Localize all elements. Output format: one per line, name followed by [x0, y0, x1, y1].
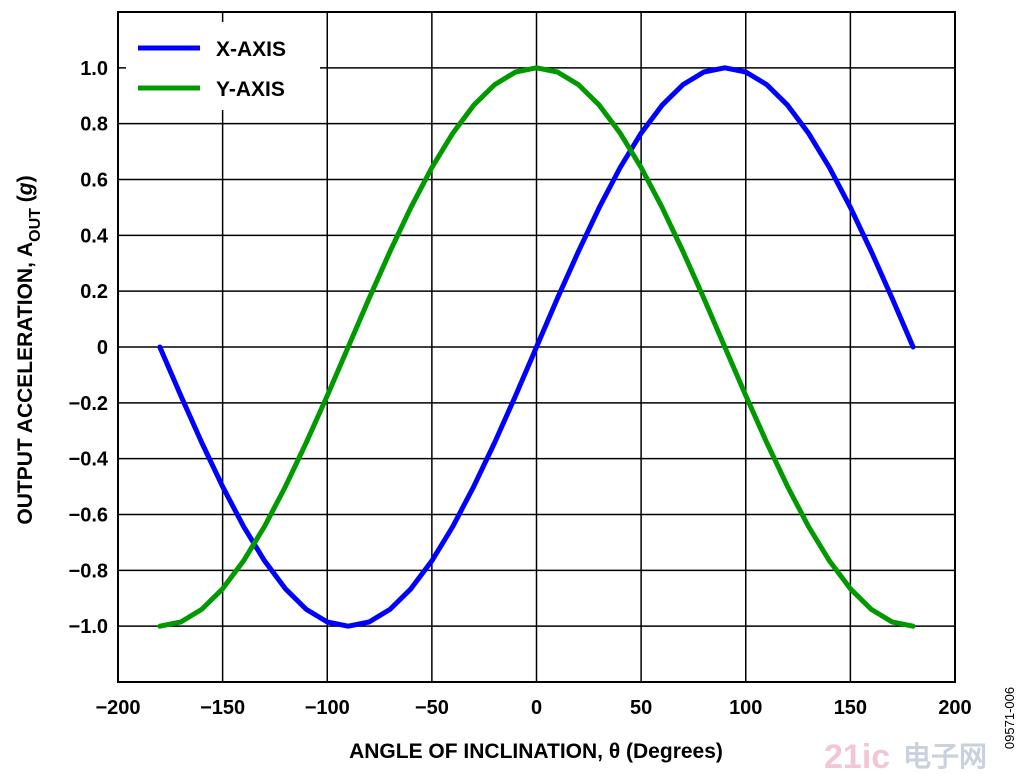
y-tick-label: 0.6	[80, 170, 108, 192]
watermark-number: 21ic	[824, 738, 890, 774]
x-tick-label: 200	[938, 697, 971, 719]
y-tick-label: −0.6	[69, 505, 108, 527]
y-tick-labels: 1.0 0.8 0.6 0.4 0.2 0 −0.2 −0.4 −0.6 −0.8 −1.0	[69, 58, 109, 638]
x-tick-label: −100	[305, 697, 350, 719]
series-group	[157, 65, 916, 629]
x-tick-label: −50	[415, 697, 449, 719]
figure-id: 09571-006	[1002, 687, 1017, 749]
y-tick-label: −0.2	[69, 393, 108, 415]
plot-frame	[117, 11, 956, 683]
watermark-text: 电子网	[903, 741, 987, 772]
y-axis-title-mid: (	[14, 195, 37, 208]
legend-label: Y-AXIS	[216, 78, 285, 101]
legend-label: X-AXIS	[216, 38, 286, 61]
y-tick-label: 0.8	[80, 114, 108, 136]
y-tick-label: 0	[97, 337, 108, 359]
x-tick-label: 150	[834, 697, 867, 719]
y-axis-title-close: )	[14, 175, 37, 182]
y-tick-label: −0.8	[69, 560, 108, 582]
y-tick-label: −0.4	[69, 449, 109, 471]
x-tick-label: 0	[531, 697, 542, 719]
y-tick-label: −1.0	[69, 616, 108, 638]
x-tick-label: 50	[630, 697, 652, 719]
series-line-y-axis	[157, 65, 916, 629]
x-axis-title: ANGLE OF INCLINATION, θ (Degrees)	[349, 740, 723, 763]
y-axis-title-main: OUTPUT ACCELERATION, A	[14, 242, 37, 525]
y-axis-title: OUTPUT ACCELERATION, AOUT (g)	[14, 175, 44, 524]
x-tick-label: −200	[95, 697, 140, 719]
legend-box	[126, 22, 320, 110]
y-axis-title-subscript: OUT	[27, 208, 44, 242]
x-tick-labels: −200 −150 −100 −50 0 50 100 150 200	[95, 697, 971, 719]
series-line-x-axis	[157, 65, 916, 629]
watermark: 21ic 电子网	[824, 738, 987, 774]
legend: X-AXIS Y-AXIS	[126, 22, 320, 110]
y-tick-label: 0.2	[80, 281, 108, 303]
grid-lines	[117, 12, 956, 682]
y-axis-title-unit: g	[14, 182, 37, 196]
x-tick-label: 100	[729, 697, 762, 719]
y-tick-label: 1.0	[80, 58, 108, 80]
x-tick-label: −150	[200, 697, 245, 719]
y-tick-label: 0.4	[80, 225, 109, 247]
